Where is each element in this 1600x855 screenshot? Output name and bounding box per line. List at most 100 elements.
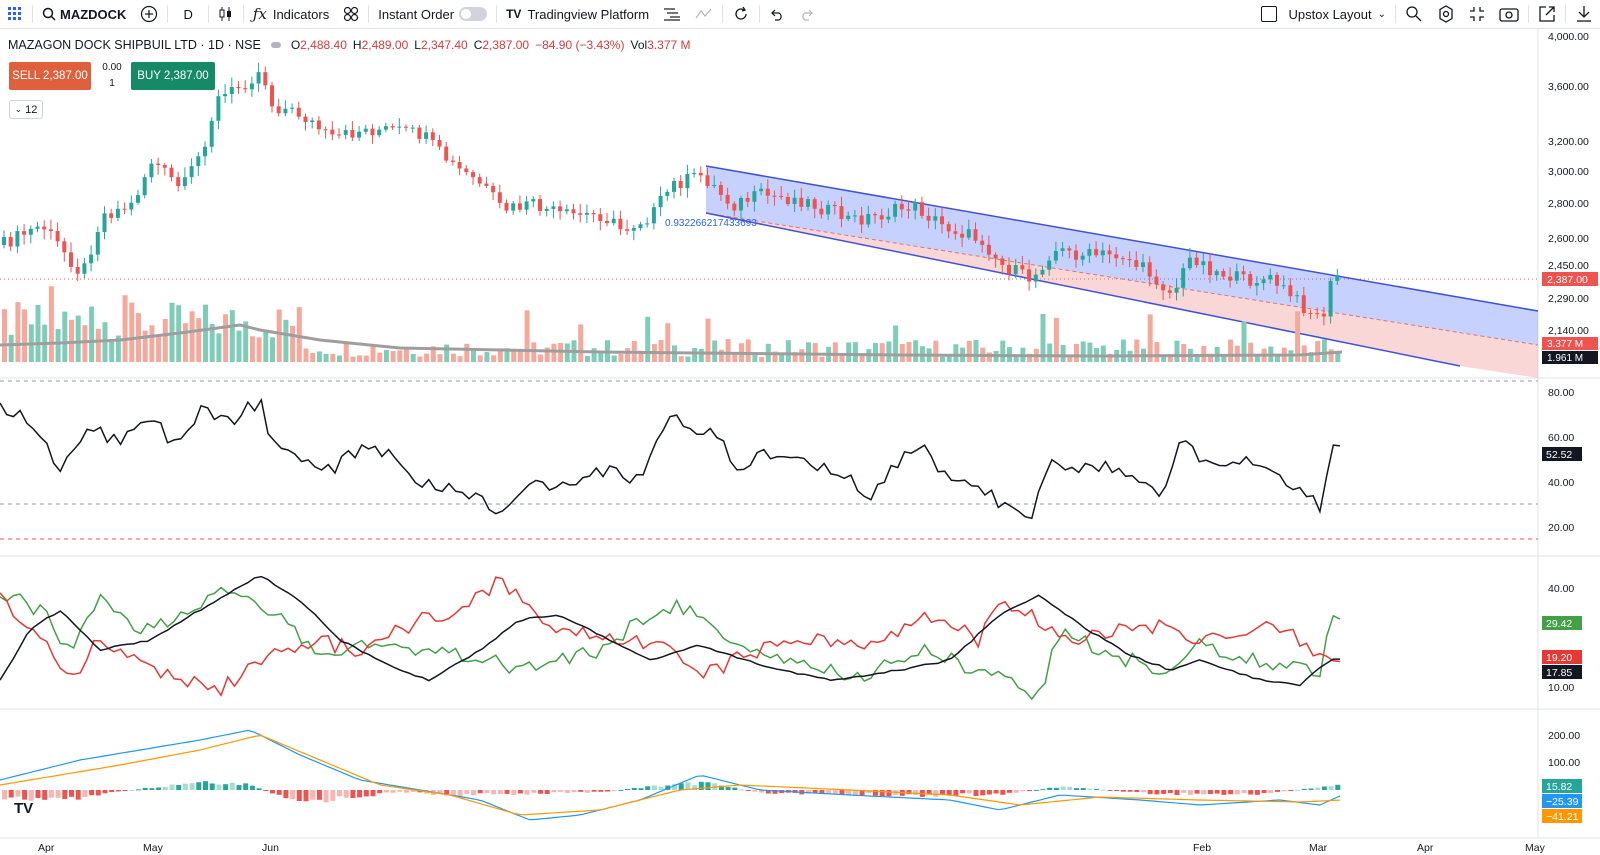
- rsi-bands: [0, 380, 1538, 540]
- high-label: H: [352, 38, 362, 52]
- rsi-tick: 80.00: [1548, 387, 1574, 399]
- macd-line-value: −25.39: [1546, 796, 1579, 808]
- macd-signal-value: −41.21: [1546, 811, 1579, 823]
- redo-button[interactable]: [792, 0, 822, 28]
- time-tick: Apr: [38, 842, 55, 854]
- divider: [242, 5, 244, 23]
- gear-icon: [1439, 5, 1453, 23]
- symbol-full-name: MAZAGON DOCK SHIPBUIL LTD · 1D · NSE: [8, 38, 261, 52]
- time-tick: Jun: [262, 842, 279, 854]
- platform-label: Tradingview Platform: [527, 6, 650, 22]
- candles-icon: [219, 7, 231, 21]
- templates-button[interactable]: [336, 0, 366, 28]
- quick-search-button[interactable]: [1398, 0, 1430, 28]
- price-tick: 3,200.00: [1548, 136, 1589, 148]
- toggle-switch-icon: [459, 7, 488, 21]
- sell-button[interactable]: SELL 2,387.00: [9, 62, 91, 90]
- dmi-minus-badge: [1542, 650, 1582, 664]
- low-label: L: [414, 38, 421, 52]
- collapse-indicators-button[interactable]: ⌄ 12: [9, 100, 43, 119]
- templates-icon: [344, 6, 359, 22]
- rsi-axis: 80.00 60.00 40.00 20.00: [1548, 387, 1574, 534]
- price-tick: 2,600.00: [1548, 233, 1589, 245]
- dmi-tick: 10.00: [1548, 682, 1574, 694]
- macd-tick: 200.00: [1548, 730, 1580, 742]
- macd-hist-badge: [1542, 779, 1582, 793]
- buy-button[interactable]: BUY 2,387.00: [131, 62, 215, 90]
- indicators-label: Indicators: [272, 6, 330, 22]
- rsi-tick: 60.00: [1548, 432, 1574, 444]
- time-axis: Apr May Jun Feb Mar Apr May: [38, 842, 1546, 854]
- dmi-minus-value: 19.20: [1546, 652, 1572, 664]
- download-icon: [1577, 6, 1591, 22]
- toolbar-right: Upstox Layout ⌄: [1254, 0, 1600, 28]
- chevron-down-icon: ⌄: [14, 104, 23, 114]
- apps-menu-button[interactable]: [0, 0, 30, 28]
- dmi-plus-badge: [1542, 616, 1582, 630]
- volume-bars: [0, 286, 1343, 362]
- divider: [1395, 5, 1396, 23]
- price-tick: 2,800.00: [1548, 198, 1589, 210]
- volume-ma-value: 1.961 M: [1547, 353, 1583, 364]
- price-tick: 2,290.00: [1548, 293, 1589, 305]
- price-tick: 3,000.00: [1548, 166, 1589, 178]
- volume-value: 3.377 M: [1547, 339, 1583, 350]
- volume-ma-badge: [1542, 351, 1598, 364]
- divider: [496, 5, 498, 23]
- adx-value: 17.85: [1546, 667, 1572, 679]
- spread-box: 0.00 1: [97, 60, 127, 92]
- list-icon: [664, 8, 681, 21]
- rsi-pane: [0, 397, 1341, 520]
- replay-button[interactable]: [688, 0, 720, 28]
- layout-button[interactable]: Upstox Layout ⌄: [1254, 0, 1394, 28]
- chart-type-button[interactable]: [211, 0, 241, 28]
- quantity-value[interactable]: 1: [109, 78, 115, 89]
- settings-button[interactable]: [1430, 0, 1462, 28]
- price-axis: 4,000.00 3,600.00 3,200.00 3,000.00 2,80…: [1548, 31, 1589, 337]
- grid-icon: [8, 7, 21, 20]
- trading-panel-button[interactable]: [656, 0, 688, 28]
- external-link-icon: [1539, 6, 1555, 22]
- interval-label: D: [183, 6, 193, 22]
- macd-tick: 100.00: [1548, 757, 1580, 769]
- interval-button[interactable]: D: [170, 0, 205, 28]
- undo-icon: [771, 9, 782, 21]
- symbol-search-button[interactable]: MAZDOCK: [35, 0, 133, 28]
- spread-value: 0.00: [102, 62, 122, 73]
- time-tick: May: [143, 842, 164, 854]
- replay-icon: [695, 8, 712, 19]
- close-label: C: [473, 38, 483, 52]
- divider: [167, 5, 169, 23]
- refresh-button[interactable]: [725, 0, 757, 28]
- macd-axis: 200.00 100.00: [1548, 730, 1580, 769]
- snapshot-button[interactable]: [1492, 0, 1526, 28]
- download-button[interactable]: [1568, 0, 1600, 28]
- instant-order-toggle[interactable]: Instant Order: [371, 0, 494, 28]
- low-value: 2,347.40: [420, 38, 468, 52]
- dmi-pane: [0, 575, 1341, 701]
- fullscreen-icon: [1470, 7, 1484, 21]
- macd-line-badge: [1542, 794, 1582, 808]
- adx-badge: [1542, 665, 1582, 679]
- publish-button[interactable]: [1531, 0, 1563, 28]
- fullscreen-button[interactable]: [1462, 0, 1492, 28]
- undo-button[interactable]: [762, 0, 792, 28]
- price-chart[interactable]: 0.932266217433693 4,000.00 3,600.00 3,20…: [0, 29, 1600, 855]
- last-price-value: 2,387.00: [1547, 274, 1588, 286]
- dmi-axis: 40.00 10.00: [1548, 583, 1574, 694]
- time-tick: Mar: [1309, 842, 1328, 854]
- function-icon: ƒx: [252, 5, 267, 23]
- layout-label: Upstox Layout: [1288, 6, 1372, 22]
- time-tick: May: [1525, 842, 1546, 854]
- compare-button[interactable]: [133, 0, 165, 28]
- rsi-value: 52.52: [1546, 449, 1572, 461]
- divider: [759, 5, 761, 23]
- camera-icon: [1499, 8, 1519, 22]
- plus-circle-icon: [141, 5, 158, 23]
- indicators-button[interactable]: ƒx Indicators: [246, 0, 336, 28]
- last-price-badge: [1542, 272, 1598, 286]
- macd-pane: [0, 729, 1341, 821]
- volume-badge: [1542, 337, 1598, 350]
- time-tick: Feb: [1193, 842, 1211, 854]
- platform-button[interactable]: TV Tradingview Platform: [499, 0, 656, 28]
